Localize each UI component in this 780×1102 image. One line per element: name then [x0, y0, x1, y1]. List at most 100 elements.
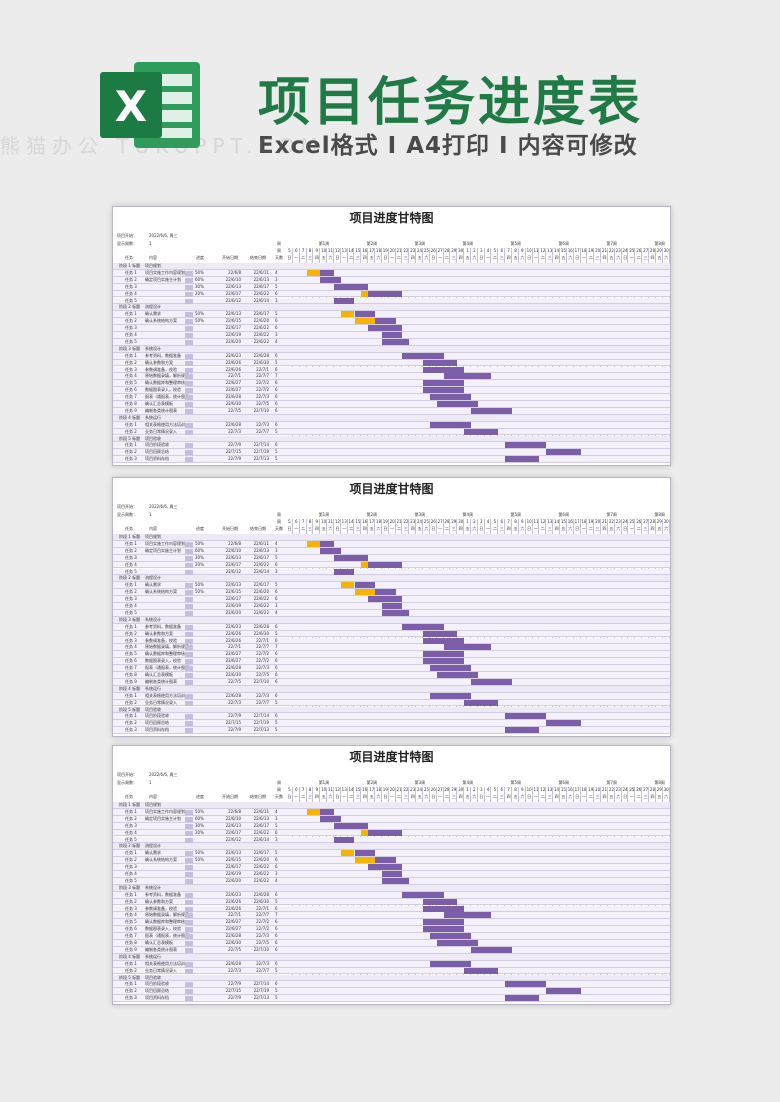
task-days: 5	[275, 630, 278, 636]
day-number: 4	[486, 787, 490, 792]
task-days: 5	[275, 449, 278, 455]
weekday-label: 四	[410, 526, 415, 531]
task-content: 项目阶段验收	[145, 981, 169, 987]
task-days: 6	[275, 421, 278, 427]
progress-cell	[185, 562, 193, 568]
task-row: 任务 2 业务日常情况录入 22/7/3 22/7/7 5	[113, 967, 670, 975]
phase-title: 阶段 4 标题	[119, 685, 141, 691]
task-row: 任务 1 确认需求 50% 22/6/13 22/6/17 5	[113, 311, 670, 319]
weekday-label: 一	[486, 794, 491, 799]
task-name: 任务 1	[125, 623, 137, 629]
weekday-label: 一	[486, 526, 491, 531]
task-end: 22/7/7	[256, 428, 269, 434]
progress-cell	[185, 700, 193, 706]
weekday-label: 五	[417, 255, 422, 260]
task-progress: 50%	[195, 808, 204, 814]
day-number: 20	[595, 248, 601, 253]
task-row: 任务 6 数据图表录入，校验 22/6/27 22/7/2 6	[113, 658, 670, 666]
task-content: 业务日常情况录入	[145, 699, 177, 705]
day-number: 18	[581, 787, 587, 792]
gantt-bar	[368, 290, 403, 297]
gantt-bar	[381, 871, 403, 877]
day-prefix: 周	[277, 519, 281, 524]
progress-cell	[185, 961, 193, 967]
task-name: 任务 2	[125, 967, 137, 973]
day-number: 6	[500, 519, 504, 524]
progress-cell	[185, 291, 193, 297]
task-days: 6	[275, 380, 278, 386]
week-label: 第3周	[414, 241, 426, 246]
progress-cell	[185, 858, 193, 864]
weekday-label: 日	[575, 794, 580, 799]
gantt-bar	[354, 589, 376, 596]
task-end: 22/7/19	[253, 988, 269, 994]
task-end: 22/6/17	[253, 582, 269, 588]
day-number: 20	[595, 519, 601, 524]
progress-cell	[185, 298, 193, 304]
weekday-label: 三	[403, 255, 408, 260]
task-end: 22/6/20	[253, 589, 269, 595]
week-label: 第5周	[510, 241, 522, 246]
task-name: 任务 3	[125, 283, 137, 289]
gantt-bar	[381, 338, 410, 345]
progress-cell	[185, 319, 193, 325]
gantt-bar	[423, 658, 465, 665]
week-label: 第8周	[654, 780, 665, 785]
day-number: 2	[473, 787, 476, 792]
task-start: 22/6/12	[225, 836, 241, 842]
day-number: 28	[649, 519, 656, 524]
weekday-label: 六	[568, 255, 573, 260]
col-days-header: 天数	[275, 255, 283, 260]
phase-title: 阶段 5 标题	[119, 435, 141, 441]
day-number: 25	[629, 787, 635, 792]
task-days: 4	[275, 338, 278, 344]
day-number: 5	[288, 787, 291, 792]
task-end: 22/7/3	[256, 665, 269, 671]
weekday-label: 一	[390, 526, 395, 531]
day-number: 9	[315, 787, 319, 792]
weekday-label: 三	[403, 794, 408, 799]
day-number: 8	[514, 519, 517, 524]
task-days: 3	[275, 815, 278, 821]
weekday-label: 日	[335, 794, 340, 799]
day-number: 18	[375, 248, 382, 253]
task-days: 3	[275, 568, 278, 574]
task-row: 任务 1 项目实施工作内容规划 50% 22/6/8 22/6/11 4	[113, 808, 670, 816]
weekday-label: 三	[403, 526, 408, 531]
gantt-bar	[429, 394, 471, 401]
gantt-bar	[505, 442, 547, 449]
task-days: 5	[275, 898, 278, 904]
week-label: 第2周	[366, 241, 378, 246]
task-content: 项目实施工作内容规划	[145, 269, 185, 275]
col-start-header: 开始日期	[222, 794, 238, 799]
weekday-label: 六	[376, 526, 381, 531]
progress-cell	[185, 277, 193, 283]
task-end: 22/6/17	[253, 283, 269, 289]
task-start: 22/6/15	[225, 857, 241, 863]
phase-name: 系统运行	[145, 414, 161, 420]
day-number: 22	[608, 787, 614, 792]
task-row: 任务 2 确认系统结构方案 50% 22/6/15 22/6/20 6	[113, 857, 670, 865]
task-days: 5	[275, 822, 278, 828]
task-start: 22/6/27	[225, 658, 241, 664]
gantt-bar	[423, 380, 465, 387]
phase-title: 阶段 1 标题	[119, 534, 141, 539]
gantt-bar	[429, 421, 471, 428]
weekday-label: 日	[623, 526, 628, 531]
weekday-label: 三	[355, 526, 360, 531]
day-number: 30	[458, 519, 464, 524]
task-row: 任务 9 编制各类统计图表 22/7/5 22/7/10 6	[113, 407, 670, 415]
task-days: 5	[275, 699, 278, 705]
task-name: 任务 2	[125, 318, 137, 324]
task-days: 4	[275, 808, 278, 814]
gantt-bar	[320, 540, 334, 547]
week-label: 第3周	[414, 512, 426, 517]
task-progress: 50%	[195, 269, 204, 275]
task-end: 22/6/22	[253, 829, 269, 835]
task-name: 任务 3	[125, 905, 137, 911]
task-name: 任务 4	[125, 561, 137, 567]
weekday-label: 一	[438, 526, 443, 531]
task-row: 任务 2 确认参数和方案 22/6/26 22/6/30 5	[113, 630, 670, 638]
task-name: 任务 1	[125, 850, 137, 856]
weekday-label: 日	[335, 526, 340, 531]
